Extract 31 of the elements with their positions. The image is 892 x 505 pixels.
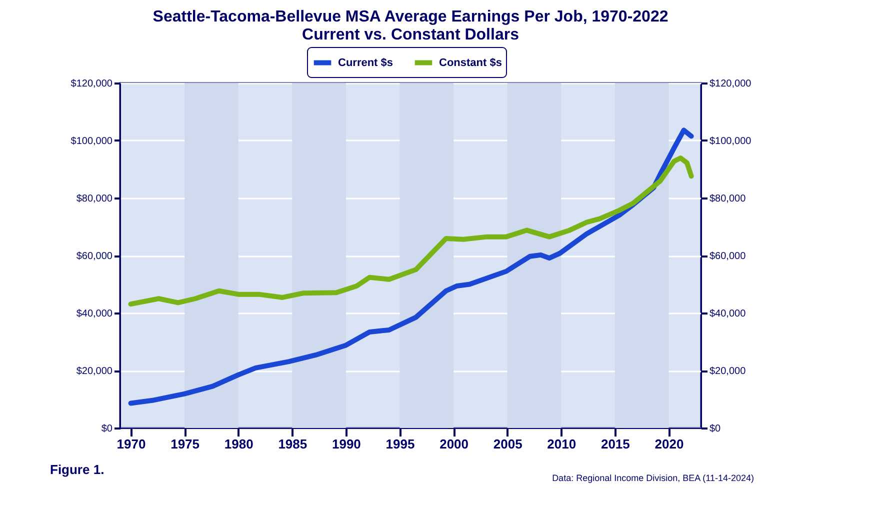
y-tick-label: $80,000: [76, 194, 113, 204]
caption: Figure 1.: [50, 462, 104, 477]
x-tick-label: 2000: [440, 436, 468, 452]
x-tick-label: 1995: [386, 436, 415, 452]
x-tick-label: 2020: [654, 436, 684, 452]
y2-tick-label: $120,000: [710, 78, 752, 90]
text: Data: Regional Income Division, BEA (11-14-2024): [552, 473, 754, 483]
y-tick-label: $40,000: [76, 308, 113, 320]
x-tick-label: 2015: [600, 436, 630, 452]
y2-tick-label: $60,000: [710, 251, 746, 262]
x-tick-label: 1975: [170, 436, 200, 452]
x-tick-label: 1985: [278, 436, 308, 452]
x-tick-label: 2005: [493, 436, 522, 452]
y2-tick-label: $40,000: [710, 308, 746, 320]
y-tick-label: $60,000: [76, 251, 113, 262]
y-tick-label: $0: [101, 424, 113, 434]
y2-tick-label: $100,000: [710, 136, 752, 147]
x-tick-label: 2010: [547, 436, 576, 452]
y2-tick-label: $80,000: [710, 194, 746, 204]
y-tick-label: $120,000: [70, 78, 113, 90]
x-tick-label: 1970: [116, 436, 146, 452]
y-tick-label: $100,000: [70, 136, 113, 147]
chart-title: Seattle-Tacoma-Bellevue MSA Average Earnings Per Job, 1970-2022: [152, 8, 668, 26]
legend-label: Current $s: [338, 56, 394, 69]
y-tick-label: $20,000: [76, 366, 113, 377]
x-tick-label: 1990: [332, 436, 361, 452]
chart-subtitle: Current vs. Constant Dollars: [302, 26, 520, 44]
y2-tick-label: $0: [710, 424, 722, 434]
x-tick-label: 1980: [224, 436, 254, 452]
legend-label: Constant $s: [439, 56, 502, 69]
y2-tick-label: $20,000: [710, 366, 746, 377]
